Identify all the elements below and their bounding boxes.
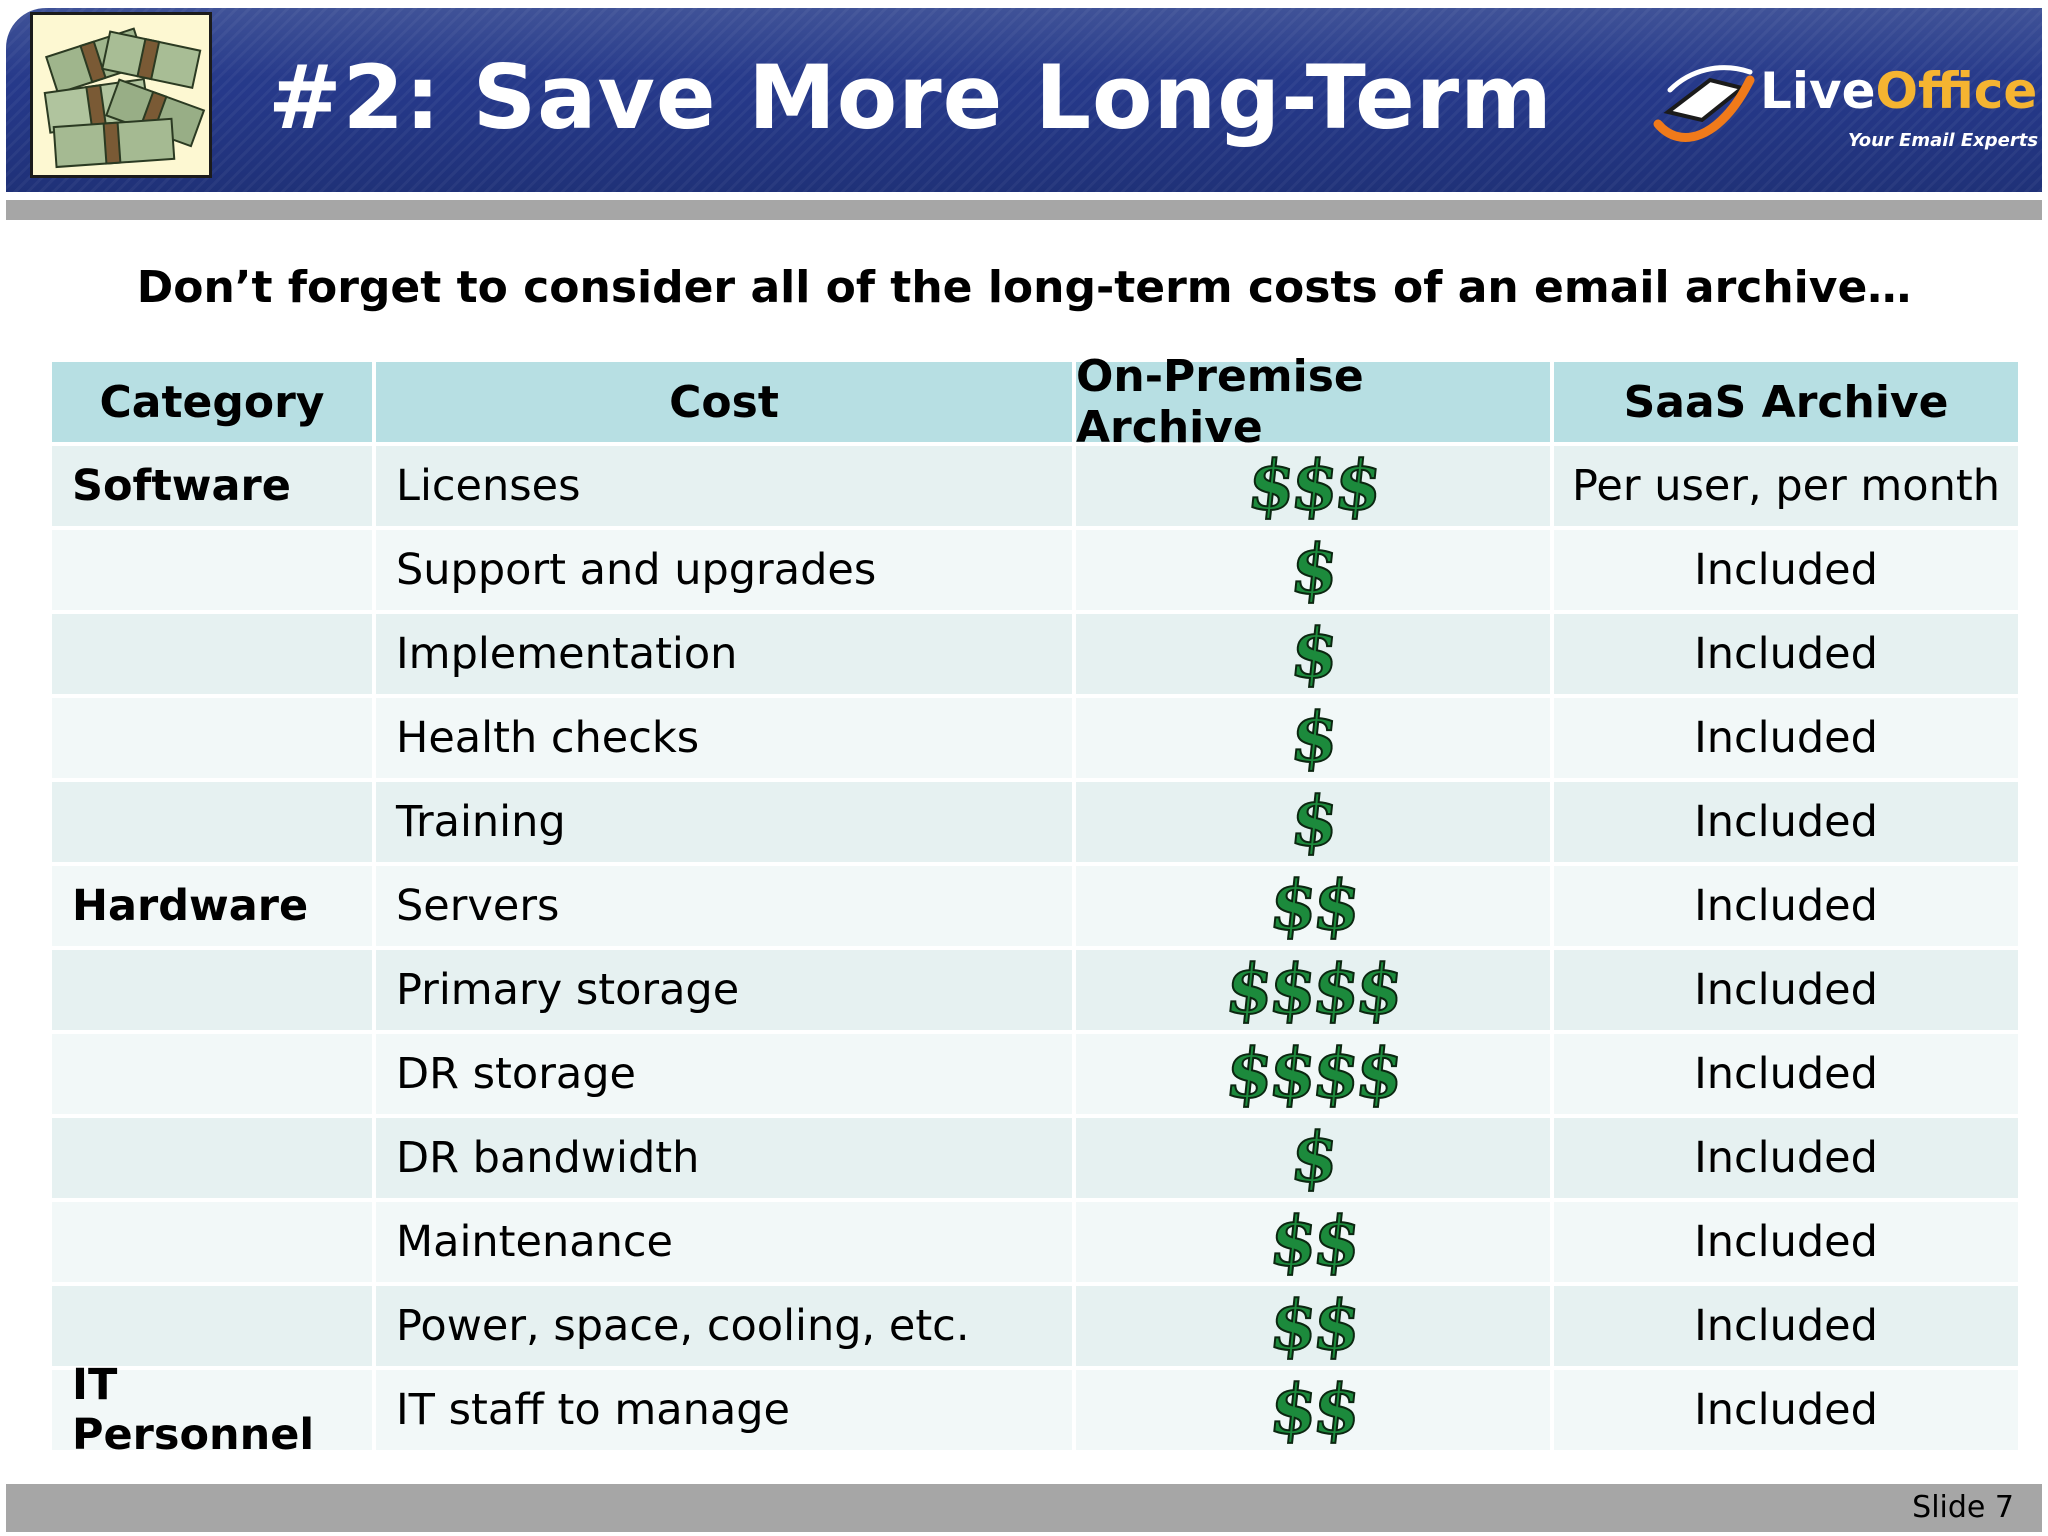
on-premise-cell: $$ [1076,1369,1550,1451]
dollar-rating: $ [1286,1117,1340,1199]
cost-cell: Implementation [376,614,1072,694]
saas-cell: Included [1554,950,2018,1030]
category-cell [52,1118,372,1198]
on-premise-cell: $ [1076,697,1550,779]
table-row: Support and upgrades $ Included [52,529,2018,611]
liveoffice-logo: LiveOffice Your Email Experts [1650,50,2038,160]
table-row: IT Personnel IT staff to manage $$ Inclu… [52,1360,2018,1460]
logo-wordmark: LiveOffice [1760,62,2038,120]
cost-cell: Maintenance [376,1202,1072,1282]
dollar-rating: $ [1286,529,1340,611]
category-cell [52,1286,372,1366]
saas-cell: Per user, per month [1554,446,2018,526]
slide-number: Slide 7 [1912,1490,2014,1525]
dollar-rating: $$$$ [1221,1033,1405,1115]
cost-cell: Servers [376,866,1072,946]
table-row: Maintenance $$ Included [52,1201,2018,1283]
header-cost: Cost [376,362,1072,442]
on-premise-cell: $$$ [1076,445,1550,527]
category-cell [52,1202,372,1282]
cost-cell: Primary storage [376,950,1072,1030]
saas-cell: Included [1554,1034,2018,1114]
cost-cell: Licenses [376,446,1072,526]
category-cell [52,614,372,694]
category-cell: Hardware [52,866,372,946]
dollar-rating: $$ [1264,865,1361,947]
table-row: Power, space, cooling, etc. $$ Included [52,1285,2018,1367]
header-divider [6,200,2042,220]
table-row: DR bandwidth $ Included [52,1117,2018,1199]
saas-cell: Included [1554,614,2018,694]
money-stack-icon [30,12,212,178]
logo-tagline: Your Email Experts [1848,130,2039,151]
table-row: Primary storage $$$$ Included [52,949,2018,1031]
cost-comparison-table: Category Cost On-Premise Archive SaaS Ar… [52,351,2018,1460]
envelope-swoosh-icon [1653,65,1755,142]
category-cell: Software [52,446,372,526]
table-header-row: Category Cost On-Premise Archive SaaS Ar… [52,351,2018,453]
saas-cell: Included [1554,1202,2018,1282]
header-saas: SaaS Archive [1554,362,2018,442]
cost-cell: Power, space, cooling, etc. [376,1286,1072,1366]
saas-cell: Included [1554,866,2018,946]
table-row: Health checks $ Included [52,697,2018,779]
header-category: Category [52,362,372,442]
header-on-premise: On-Premise Archive [1076,351,1550,453]
category-cell [52,698,372,778]
cost-cell: Training [376,782,1072,862]
dollar-rating: $$$$ [1221,949,1405,1031]
category-cell [52,530,372,610]
saas-cell: Included [1554,1286,2018,1366]
on-premise-cell: $$$$ [1076,949,1550,1031]
dollar-rating: $$ [1264,1201,1361,1283]
category-cell: IT Personnel [52,1360,372,1460]
table-row: Hardware Servers $$ Included [52,865,2018,947]
on-premise-cell: $ [1076,529,1550,611]
dollar-rating: $$ [1264,1285,1361,1367]
dollar-rating: $ [1286,697,1340,779]
dollar-rating: $ [1286,781,1340,863]
category-cell [52,950,372,1030]
category-cell [52,782,372,862]
table-row: Training $ Included [52,781,2018,863]
on-premise-cell: $$ [1076,1285,1550,1367]
saas-cell: Included [1554,530,2018,610]
on-premise-cell: $ [1076,781,1550,863]
table-row: Implementation $ Included [52,613,2018,695]
table-row: Software Licenses $$$ Per user, per mont… [52,445,2018,527]
footer-bar: Slide 7 [6,1484,2042,1532]
cost-cell: DR bandwidth [376,1118,1072,1198]
saas-cell: Included [1554,782,2018,862]
dollar-rating: $ [1286,613,1340,695]
table-row: DR storage $$$$ Included [52,1033,2018,1115]
page-title: #2: Save More Long-Term [268,46,1553,149]
on-premise-cell: $$ [1076,1201,1550,1283]
saas-cell: Included [1554,698,2018,778]
subtitle: Don’t forget to consider all of the long… [136,262,1912,313]
cost-cell: IT staff to manage [376,1370,1072,1450]
on-premise-cell: $ [1076,1117,1550,1199]
dollar-rating: $$ [1264,1369,1361,1451]
on-premise-cell: $$$$ [1076,1033,1550,1115]
dollar-rating: $$$ [1243,445,1383,527]
category-cell [52,1034,372,1114]
cost-cell: Health checks [376,698,1072,778]
saas-cell: Included [1554,1370,2018,1450]
cost-cell: Support and upgrades [376,530,1072,610]
saas-cell: Included [1554,1118,2018,1198]
on-premise-cell: $ [1076,613,1550,695]
on-premise-cell: $$ [1076,865,1550,947]
cost-cell: DR storage [376,1034,1072,1114]
